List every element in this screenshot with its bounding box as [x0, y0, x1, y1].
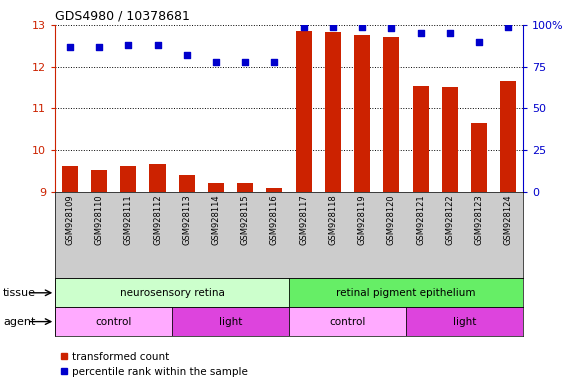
- Bar: [296, 31, 311, 192]
- Point: [153, 42, 162, 48]
- Text: control: control: [329, 316, 365, 327]
- Text: control: control: [95, 316, 132, 327]
- Text: GSM928114: GSM928114: [211, 195, 220, 245]
- Point: [504, 23, 513, 30]
- Bar: [179, 175, 195, 192]
- Bar: [267, 188, 282, 192]
- Bar: [325, 33, 341, 192]
- Point: [445, 30, 454, 36]
- Point: [65, 44, 74, 50]
- Text: GSM928110: GSM928110: [95, 195, 103, 245]
- Text: light: light: [219, 316, 242, 327]
- Bar: [55, 278, 289, 307]
- Point: [328, 23, 338, 30]
- Point: [241, 59, 250, 65]
- Bar: [471, 123, 487, 192]
- Bar: [62, 166, 78, 192]
- Text: GSM928119: GSM928119: [358, 195, 367, 245]
- Bar: [354, 35, 370, 192]
- Text: GSM928115: GSM928115: [241, 195, 250, 245]
- Bar: [55, 307, 172, 336]
- Text: GSM928117: GSM928117: [299, 195, 308, 245]
- Text: GSM928121: GSM928121: [416, 195, 425, 245]
- Text: GSM928120: GSM928120: [387, 195, 396, 245]
- Text: GSM928116: GSM928116: [270, 195, 279, 245]
- Bar: [91, 170, 107, 192]
- Bar: [442, 87, 458, 192]
- Text: GSM928118: GSM928118: [328, 195, 338, 245]
- Point: [94, 44, 103, 50]
- Text: retinal pigment epithelium: retinal pigment epithelium: [336, 288, 476, 298]
- Text: GSM928111: GSM928111: [124, 195, 133, 245]
- Point: [182, 52, 191, 58]
- Point: [124, 42, 133, 48]
- Text: agent: agent: [3, 316, 35, 327]
- Text: GSM928123: GSM928123: [475, 195, 483, 245]
- Bar: [120, 166, 137, 192]
- Point: [270, 59, 279, 65]
- Bar: [413, 86, 429, 192]
- Text: GSM928113: GSM928113: [182, 195, 191, 245]
- Bar: [237, 183, 253, 192]
- Text: tissue: tissue: [3, 288, 36, 298]
- Bar: [406, 307, 523, 336]
- Point: [387, 25, 396, 31]
- Bar: [289, 278, 523, 307]
- Legend: transformed count, percentile rank within the sample: transformed count, percentile rank withi…: [60, 352, 248, 377]
- Bar: [208, 183, 224, 192]
- Text: GSM928109: GSM928109: [65, 195, 74, 245]
- Point: [475, 39, 484, 45]
- Bar: [500, 81, 517, 192]
- Text: neurosensory retina: neurosensory retina: [120, 288, 225, 298]
- Text: GSM928112: GSM928112: [153, 195, 162, 245]
- Text: light: light: [453, 316, 476, 327]
- Point: [299, 23, 309, 30]
- Bar: [172, 307, 289, 336]
- Bar: [149, 164, 166, 192]
- Point: [416, 30, 425, 36]
- Text: GSM928124: GSM928124: [504, 195, 513, 245]
- Text: GDS4980 / 10378681: GDS4980 / 10378681: [55, 9, 190, 22]
- Text: GSM928122: GSM928122: [445, 195, 454, 245]
- Point: [211, 59, 221, 65]
- Bar: [383, 36, 399, 192]
- Bar: [289, 307, 406, 336]
- Point: [357, 23, 367, 30]
